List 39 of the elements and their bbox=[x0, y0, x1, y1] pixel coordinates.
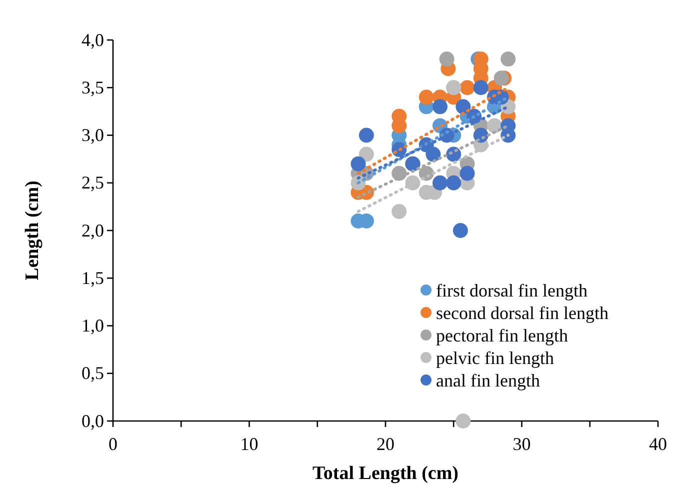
y-tick-label: 0,0 bbox=[82, 410, 104, 431]
y-tick-label: 3,0 bbox=[82, 125, 104, 146]
point bbox=[452, 223, 468, 238]
x-tick-label: 20 bbox=[376, 434, 394, 454]
point bbox=[473, 80, 488, 96]
legend-label: pelvic fin length bbox=[436, 348, 554, 368]
legend-label: first dorsal fin length bbox=[436, 280, 588, 300]
x-tick-label: 10 bbox=[240, 434, 258, 454]
point bbox=[460, 166, 475, 181]
y-tick-label: 2,0 bbox=[82, 220, 104, 240]
point bbox=[432, 99, 448, 114]
y-tick-label: 1,0 bbox=[82, 316, 104, 336]
point bbox=[358, 128, 374, 143]
legend-label: pectoral fin length bbox=[436, 325, 568, 346]
x-tick-label: 40 bbox=[649, 434, 667, 454]
point bbox=[350, 156, 366, 172]
x-axis-title: Total Length (cm) bbox=[312, 463, 459, 484]
point bbox=[358, 146, 374, 162]
point bbox=[446, 175, 462, 190]
point bbox=[432, 175, 448, 190]
point bbox=[456, 99, 471, 114]
point bbox=[494, 70, 509, 86]
legend-label: anal fin length bbox=[436, 370, 540, 390]
y-tick-label: 1,5 bbox=[82, 268, 104, 288]
legend-label: second dorsal fin length bbox=[436, 302, 608, 323]
point bbox=[439, 52, 454, 67]
point bbox=[426, 146, 441, 162]
point bbox=[456, 414, 471, 428]
y-axis-title: Length (cm) bbox=[22, 180, 43, 280]
y-tick-label: 4,0 bbox=[82, 30, 104, 50]
point bbox=[418, 90, 434, 105]
point bbox=[500, 52, 516, 67]
y-tick-label: 0,5 bbox=[82, 363, 104, 384]
x-tick-label: 0 bbox=[108, 434, 118, 454]
x-tick-label: 30 bbox=[512, 434, 531, 454]
y-tick-label: 2,5 bbox=[82, 172, 104, 193]
y-tick-label: 3,5 bbox=[82, 77, 104, 98]
point bbox=[460, 80, 475, 96]
point bbox=[392, 204, 407, 219]
